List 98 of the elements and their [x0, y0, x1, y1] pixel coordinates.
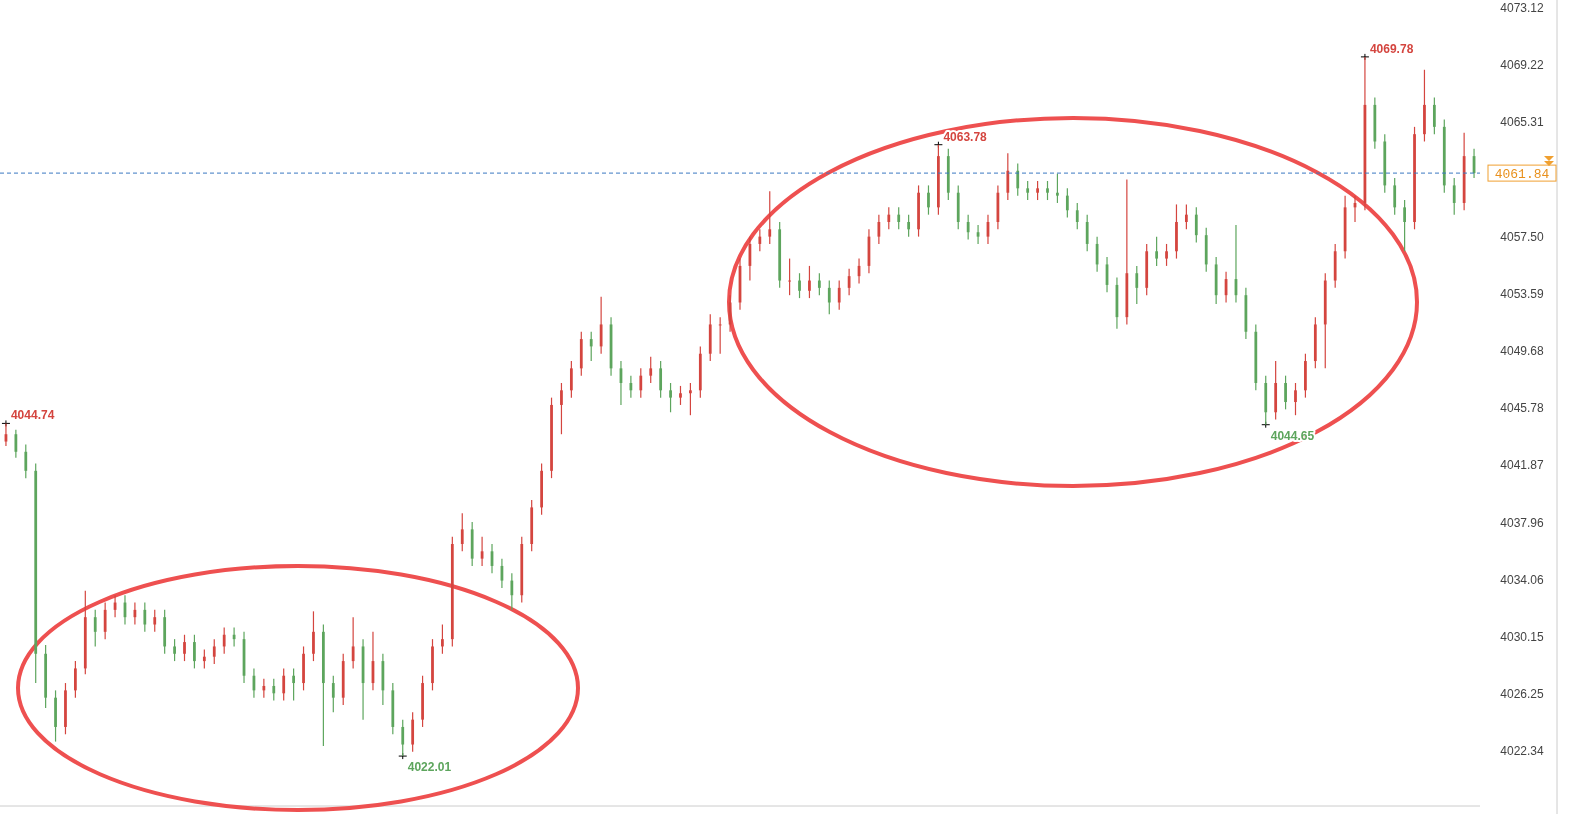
candlestick	[1284, 375, 1287, 410]
candlestick	[1006, 152, 1010, 201]
candlestick	[798, 272, 801, 299]
candlestick	[262, 678, 266, 699]
candlestick	[1432, 96, 1436, 135]
candlestick	[1294, 382, 1297, 416]
candlestick	[282, 667, 286, 702]
candlestick	[312, 610, 315, 662]
candlestick	[153, 609, 157, 633]
y-tick-label: 4022.34	[1500, 744, 1545, 759]
candlestick	[917, 184, 920, 238]
candlestick	[1194, 206, 1198, 244]
candlestick	[768, 190, 772, 245]
candlestick	[827, 279, 831, 315]
candlestick	[1046, 180, 1049, 201]
candlestick	[659, 360, 663, 399]
y-tick-label: 4065.31	[1500, 115, 1545, 130]
candlestick	[212, 638, 216, 665]
y-tick-label: 4026.25	[1500, 687, 1545, 702]
candlestick	[788, 257, 791, 296]
candlestick	[1065, 187, 1069, 219]
candlestick	[1452, 177, 1456, 216]
candlestick	[639, 367, 643, 399]
candlestick	[907, 214, 911, 238]
annotation: 4044.74	[10, 408, 55, 423]
candlestick	[599, 296, 603, 355]
y-tick-label: 4049.68	[1500, 344, 1545, 359]
candlestick	[1184, 203, 1188, 230]
annotation: 4069.78	[1369, 41, 1414, 56]
candlestick	[1393, 177, 1397, 216]
candlestick	[1135, 265, 1139, 305]
candlestick	[173, 638, 176, 662]
candlestick	[1026, 180, 1030, 201]
candlestick	[272, 678, 276, 702]
candlestick	[1423, 69, 1426, 143]
candlestick	[1165, 243, 1168, 267]
candlestick	[758, 228, 762, 252]
y-tick-label: 4069.22	[1500, 58, 1545, 73]
candlestick	[897, 206, 901, 230]
candlestick	[302, 645, 305, 691]
annotation: 4063.78	[943, 129, 988, 144]
candlestick	[1056, 173, 1059, 204]
candlestick	[441, 623, 444, 655]
candlestick	[24, 443, 28, 479]
annotation: 4022.01	[407, 760, 452, 775]
candlestick	[679, 385, 682, 406]
candlestick	[877, 214, 881, 245]
candlestick	[103, 601, 107, 640]
candlestick	[718, 316, 722, 355]
candlestick	[14, 429, 18, 459]
candlestick	[569, 360, 573, 399]
y-tick-label: 4034.06	[1500, 572, 1545, 587]
candlestick	[966, 214, 970, 241]
candlestick	[837, 279, 841, 311]
candlestick	[460, 512, 464, 552]
candlestick	[1085, 214, 1089, 252]
candlestick	[629, 375, 633, 399]
candlestick	[202, 648, 206, 670]
candlestick	[1075, 202, 1079, 230]
candlestick	[560, 382, 563, 435]
y-tick-label: 4037.96	[1500, 515, 1545, 530]
candlestick	[510, 572, 514, 611]
candlestick	[351, 616, 355, 670]
y-tick-label: 4041.87	[1500, 458, 1545, 473]
candlestick	[1175, 203, 1178, 260]
y-tick-label: 4073.12	[1500, 1, 1545, 15]
y-tick-label: 4053.59	[1500, 286, 1545, 301]
candlestick	[1155, 236, 1159, 267]
candlestick	[817, 272, 821, 296]
candlestick	[222, 626, 226, 655]
candlestick	[64, 682, 67, 735]
candlestick	[550, 397, 553, 479]
candlestick	[431, 638, 434, 691]
y-tick-label: 4030.15	[1500, 629, 1545, 644]
candlestick	[1036, 180, 1039, 201]
y-tick-label: 4057.50	[1500, 229, 1545, 244]
candlestick	[193, 634, 196, 670]
candlestick	[669, 382, 672, 413]
candlestick	[589, 331, 593, 362]
candlestick	[1016, 162, 1020, 197]
candlestick	[927, 184, 930, 216]
ref-line-label: 4061.84	[1494, 167, 1550, 183]
candlestick	[808, 265, 811, 299]
candlestick	[689, 382, 692, 416]
candlestick	[93, 609, 97, 648]
candlestick	[292, 667, 296, 702]
candlestick	[143, 601, 147, 633]
candlestick	[1413, 126, 1416, 230]
candlestick	[421, 675, 424, 728]
candlestick	[649, 356, 653, 384]
y-tick-label: 4045.78	[1500, 401, 1545, 416]
candlestick	[74, 660, 77, 699]
candlestick	[1403, 199, 1406, 252]
candlestick	[331, 675, 335, 713]
candlestick	[847, 268, 851, 296]
candlestick	[887, 206, 891, 230]
candlestick	[183, 634, 186, 662]
candlestick	[54, 689, 57, 743]
